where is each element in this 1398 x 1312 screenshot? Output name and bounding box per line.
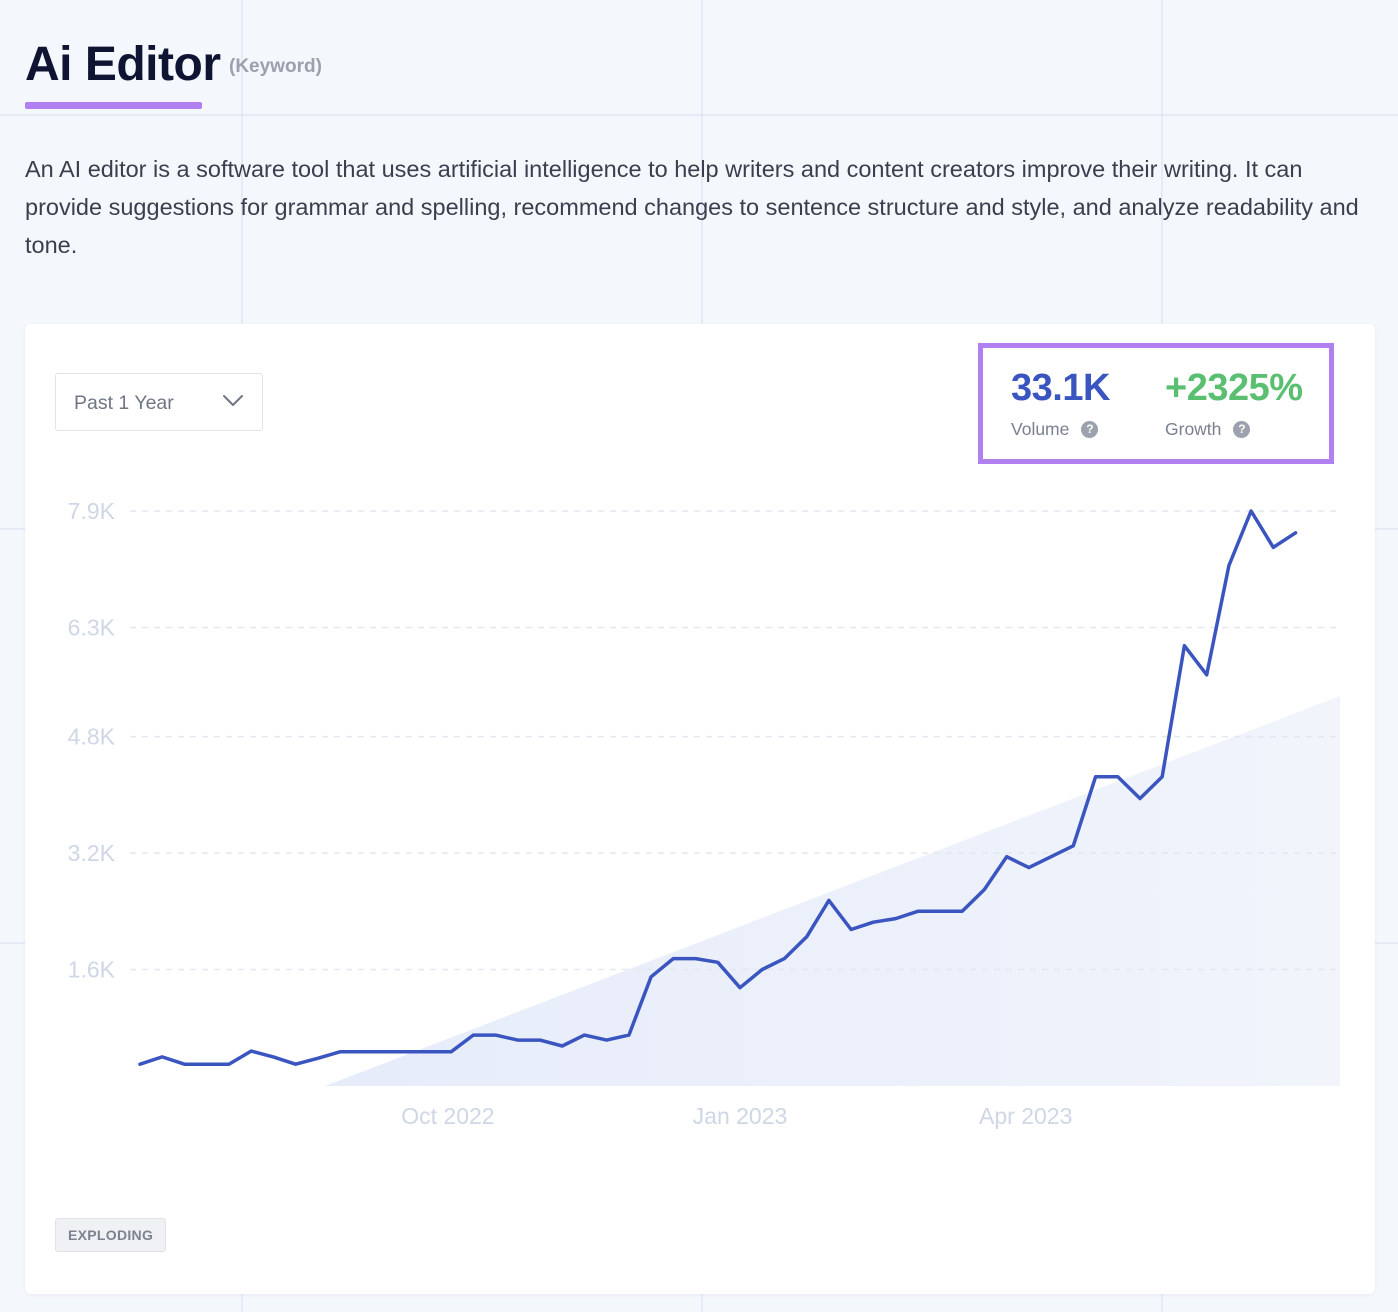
keyword-type-label: (Keyword) <box>229 56 322 77</box>
volume-stat: 33.1K Volume ? <box>1011 366 1110 440</box>
x-tick-label: Oct 2022 <box>401 1103 494 1129</box>
volume-value: 33.1K <box>1011 367 1110 409</box>
volume-label: Volume <box>1011 419 1070 439</box>
keyword-title: Ai Editor <box>25 38 221 91</box>
title-underline <box>25 102 202 109</box>
y-tick-label: 4.8K <box>68 724 116 750</box>
x-tick-label: Jan 2023 <box>693 1103 788 1129</box>
stats-box: 33.1K Volume ? +2325% Growth ? <box>978 343 1334 464</box>
y-tick-label: 1.6K <box>68 957 116 983</box>
y-tick-label: 7.9K <box>68 498 116 524</box>
growth-stat: +2325% Growth ? <box>1165 366 1303 440</box>
growth-value: +2325% <box>1165 367 1303 409</box>
growth-help-icon[interactable]: ? <box>1233 421 1251 438</box>
trend-chart: 1.6K 3.2K 4.8K 6.3K 7.9K Oct 2022 Jan 2023 Apr … <box>68 498 1340 1129</box>
trend-area <box>325 696 1340 1086</box>
y-tick-label: 6.3K <box>68 614 116 640</box>
time-range-dropdown[interactable]: Past 1 Year <box>55 373 263 431</box>
series-line <box>138 509 1298 1066</box>
volume-help-icon[interactable]: ? <box>1081 421 1099 438</box>
x-tick-label: Apr 2023 <box>979 1103 1072 1129</box>
growth-label: Growth <box>1165 419 1222 439</box>
chevron-down-icon <box>223 395 243 406</box>
keyword-description: An AI editor is a software tool that use… <box>25 156 1359 258</box>
time-range-label: Past 1 Year <box>74 392 174 414</box>
y-tick-label: 3.2K <box>68 840 116 866</box>
trend-card: 1.6K 3.2K 4.8K 6.3K 7.9K Oct 2022 Jan 2023 Apr … <box>25 324 1375 1294</box>
exploding-tag: EXPLODING <box>55 1218 167 1252</box>
